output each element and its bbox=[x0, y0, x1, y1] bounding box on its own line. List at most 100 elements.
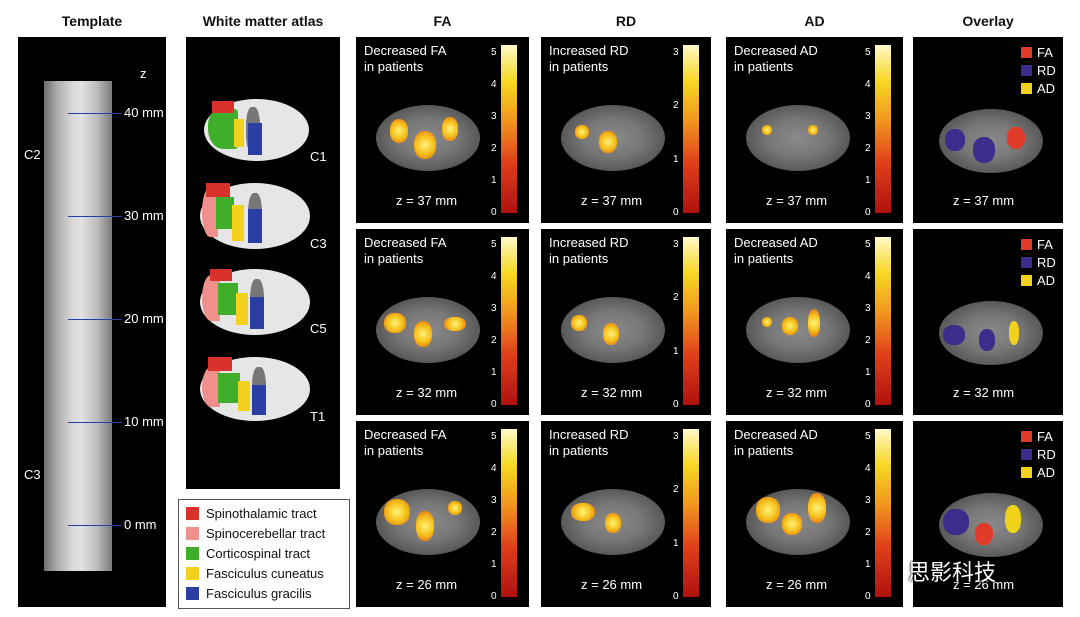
z-position-label: z = 26 mm bbox=[581, 577, 643, 592]
mm-label-40: 40 mm bbox=[124, 105, 164, 120]
colorbar-tick: 4 bbox=[491, 463, 497, 474]
spinal-cord-template bbox=[44, 81, 112, 571]
legend-item-gracilis: Fasciculus gracilis bbox=[186, 584, 311, 602]
z-position-label: z = 37 mm bbox=[953, 193, 1015, 208]
overlay-legend-swatch bbox=[1021, 239, 1032, 250]
overlay-legend-item: FA bbox=[1021, 45, 1053, 60]
z-position-label: z = 32 mm bbox=[766, 385, 828, 400]
colorbar-tick: 0 bbox=[491, 591, 497, 602]
overlay-legend-label: AD bbox=[1037, 465, 1056, 480]
activation-cluster bbox=[384, 313, 406, 333]
header-ad: AD bbox=[804, 13, 825, 29]
colorbar-tick: 5 bbox=[865, 239, 871, 250]
colorbar bbox=[683, 45, 699, 213]
panel-title-line2: in patients bbox=[364, 443, 424, 458]
colorbar-tick: 4 bbox=[865, 463, 871, 474]
panel-title-line1: Increased RD bbox=[549, 427, 629, 442]
activation-cluster bbox=[384, 499, 410, 525]
overlay-panel-row1: z = 37 mm FA RD AD bbox=[913, 37, 1063, 223]
atlas-label-c1: C1 bbox=[310, 149, 327, 164]
activation-cluster bbox=[448, 501, 462, 515]
ad-panel-row3: Decreased AD in patients z = 26 mm 5 4 3 2 1 0 bbox=[726, 421, 903, 607]
overlay-cluster bbox=[1007, 127, 1025, 149]
panel-title-line2: in patients bbox=[549, 59, 609, 74]
atlas-slice-t1 bbox=[200, 357, 310, 421]
colorbar bbox=[501, 45, 517, 213]
overlay-cluster bbox=[973, 137, 995, 163]
colorbar bbox=[875, 237, 891, 405]
legend-item-spinothalamic: Spinothalamic tract bbox=[186, 504, 317, 522]
colorbar-tick: 4 bbox=[865, 271, 871, 282]
z-axis-label: z bbox=[140, 66, 147, 81]
fa-panel-row3: Decreased FA in patients z = 26 mm 5 4 3 2 1 0 bbox=[356, 421, 529, 607]
colorbar-tick: 3 bbox=[673, 239, 679, 250]
colorbar-tick: 4 bbox=[491, 271, 497, 282]
panel-title-line2: in patients bbox=[549, 443, 609, 458]
overlay-legend-item: RD bbox=[1021, 63, 1056, 78]
colorbar-tick: 1 bbox=[673, 153, 679, 165]
legend-label: Spinothalamic tract bbox=[206, 505, 317, 521]
legend-swatch bbox=[186, 546, 199, 560]
colorbar-tick: 3 bbox=[865, 111, 871, 122]
overlay-legend-item: AD bbox=[1021, 273, 1055, 288]
activation-cluster bbox=[571, 315, 587, 331]
colorbar-tick: 0 bbox=[673, 399, 679, 410]
legend-swatch bbox=[186, 506, 199, 520]
level-label-c3: C3 bbox=[24, 467, 41, 482]
atlas-label-c5: C5 bbox=[310, 321, 327, 336]
colorbar bbox=[875, 429, 891, 597]
activation-cluster bbox=[756, 497, 780, 523]
panel-title-line1: Increased RD bbox=[549, 235, 629, 250]
colorbar-tick: 4 bbox=[865, 79, 871, 90]
overlay-legend-swatch bbox=[1021, 257, 1032, 268]
colorbar-tick: 3 bbox=[491, 111, 497, 122]
colorbar-tick: 5 bbox=[491, 239, 497, 250]
activation-cluster bbox=[414, 321, 432, 347]
spinal-cord-slice bbox=[746, 297, 850, 363]
panel-title-line1: Increased RD bbox=[549, 43, 629, 58]
panel-title-line1: Decreased FA bbox=[364, 235, 447, 250]
overlay-legend-swatch bbox=[1021, 431, 1032, 442]
overlay-legend-item: AD bbox=[1021, 81, 1055, 96]
overlay-legend-label: RD bbox=[1037, 255, 1056, 270]
mm-label-10: 10 mm bbox=[124, 414, 164, 429]
header-fa: FA bbox=[433, 13, 452, 29]
legend-label: Fasciculus cuneatus bbox=[206, 565, 324, 581]
activation-cluster bbox=[808, 309, 820, 337]
activation-cluster bbox=[599, 131, 617, 153]
legend-item-spinocerebellar: Spinocerebellar tract bbox=[186, 524, 325, 542]
activation-cluster bbox=[605, 513, 621, 533]
overlay-legend-swatch bbox=[1021, 83, 1032, 94]
colorbar-tick: 2 bbox=[673, 292, 679, 304]
colorbar-tick: 1 bbox=[865, 367, 871, 378]
overlay-cluster bbox=[979, 329, 995, 351]
ad-panel-row2: Decreased AD in patients z = 32 mm 5 4 3 2 1 0 bbox=[726, 229, 903, 415]
colorbar-tick: 4 bbox=[491, 79, 497, 90]
colorbar-tick: 1 bbox=[865, 175, 871, 186]
panel-title-line2: in patients bbox=[364, 59, 424, 74]
colorbar-tick: 0 bbox=[491, 399, 497, 410]
atlas-slice-c1 bbox=[204, 99, 309, 161]
colorbar-tick: 5 bbox=[865, 431, 871, 442]
overlay-legend-label: AD bbox=[1037, 273, 1056, 288]
overlay-legend-label: FA bbox=[1037, 237, 1053, 252]
overlay-legend-label: RD bbox=[1037, 447, 1056, 462]
legend-label: Spinocerebellar tract bbox=[206, 525, 326, 541]
mm-label-20: 20 mm bbox=[124, 311, 164, 326]
legend-swatch bbox=[186, 586, 199, 600]
colorbar-tick: 1 bbox=[865, 559, 871, 570]
panel-title-line1: Decreased FA bbox=[364, 427, 447, 442]
colorbar-tick: 5 bbox=[865, 47, 871, 58]
colorbar-tick: 1 bbox=[673, 345, 679, 357]
colorbar-tick: 2 bbox=[491, 143, 497, 154]
overlay-legend-swatch bbox=[1021, 449, 1032, 460]
overlay-legend-label: AD bbox=[1037, 81, 1056, 96]
overlay-cluster bbox=[1005, 505, 1021, 533]
mm-label-30: 30 mm bbox=[124, 208, 164, 223]
colorbar-tick: 3 bbox=[673, 431, 679, 442]
overlay-legend-label: FA bbox=[1037, 45, 1053, 60]
overlay-legend-swatch bbox=[1021, 65, 1032, 76]
spinal-cord-slice bbox=[746, 105, 850, 171]
panel-title-line2: in patients bbox=[364, 251, 424, 266]
colorbar bbox=[501, 237, 517, 405]
